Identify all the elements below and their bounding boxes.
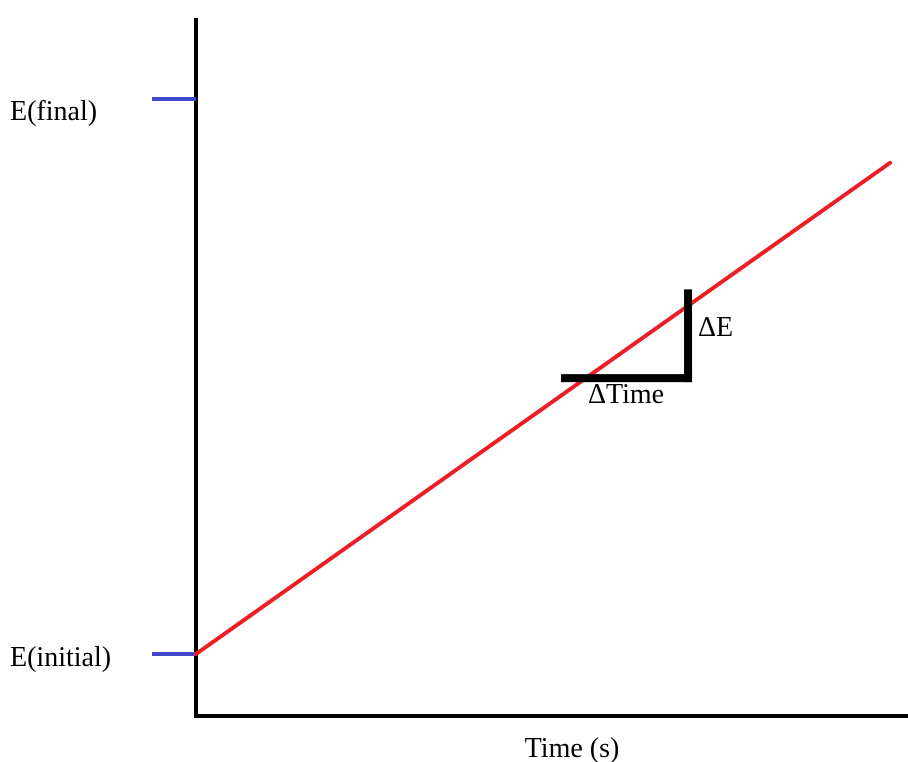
y-tick-label-final: E(final)	[10, 96, 97, 127]
rise-label: ΔE	[698, 312, 733, 343]
slope-triangle	[561, 289, 693, 383]
x-axis-label: Time (s)	[525, 733, 620, 762]
axes	[194, 18, 908, 718]
run-label: ΔTime	[588, 379, 664, 410]
y-ticks	[152, 97, 196, 656]
y-tick-label-initial: E(initial)	[10, 642, 111, 673]
series-layer	[194, 160, 892, 656]
series-line-0	[194, 160, 892, 656]
